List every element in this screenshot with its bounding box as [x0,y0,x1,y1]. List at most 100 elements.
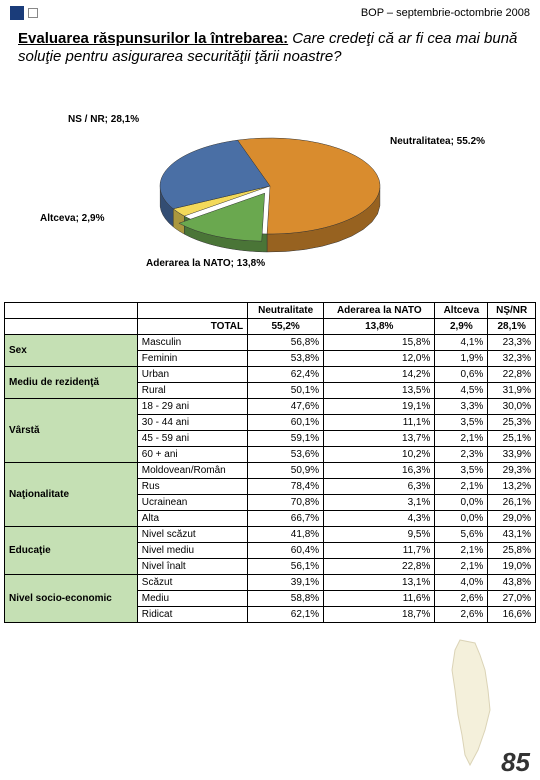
header: BOP – septembrie-octombrie 2008 [0,0,540,24]
category-cell: Naţionalitate [5,463,138,527]
row-label: Masculin [137,335,247,351]
col-nato: Aderarea la NATO [324,303,435,319]
value-cell: 53,8% [248,351,324,367]
value-cell: 2,1% [435,431,488,447]
value-cell: 23,3% [488,335,536,351]
header-square-light [28,8,38,18]
row-label: 45 - 59 ani [137,431,247,447]
moldova-map-icon [440,635,510,775]
value-cell: 66,7% [248,511,324,527]
value-cell: 53,6% [248,447,324,463]
value-cell: 15,8% [324,335,435,351]
value-cell: 11,7% [324,543,435,559]
value-cell: 3,5% [435,463,488,479]
row-label: Urban [137,367,247,383]
value-cell: 13,7% [324,431,435,447]
table-row: Vârstă18 - 29 ani47,6%19,1%3,3%30,0% [5,399,536,415]
value-cell: 16,6% [488,607,536,623]
value-cell: 4,5% [435,383,488,399]
value-cell: 43,1% [488,527,536,543]
title-lead: Evaluarea răspunsurilor la întrebarea: [18,30,288,47]
value-cell: 6,3% [324,479,435,495]
row-label: Feminin [137,351,247,367]
value-cell: 60,1% [248,415,324,431]
value-cell: 3,5% [435,415,488,431]
category-cell: Nivel socio-economic [5,575,138,623]
value-cell: 39,1% [248,575,324,591]
value-cell: 22,8% [488,367,536,383]
value-cell: 2,1% [435,559,488,575]
header-text: BOP – septembrie-octombrie 2008 [361,7,530,19]
value-cell: 26,1% [488,495,536,511]
total-v1: 55,2% [248,319,324,335]
row-label: 18 - 29 ani [137,399,247,415]
value-cell: 19,1% [324,399,435,415]
value-cell: 2,6% [435,591,488,607]
value-cell: 16,3% [324,463,435,479]
value-cell: 60,4% [248,543,324,559]
category-cell: Vârstă [5,399,138,463]
col-nsnr: NŞ/NR [488,303,536,319]
value-cell: 0,6% [435,367,488,383]
table-row: NaţionalitateMoldovean/Român50,9%16,3%3,… [5,463,536,479]
value-cell: 30,0% [488,399,536,415]
value-cell: 25,3% [488,415,536,431]
row-label: Ucrainean [137,495,247,511]
value-cell: 14,2% [324,367,435,383]
value-cell: 5,6% [435,527,488,543]
value-cell: 29,3% [488,463,536,479]
row-label: Moldovean/Român [137,463,247,479]
table-row: Nivel socio-economicScăzut39,1%13,1%4,0%… [5,575,536,591]
col-blank2 [137,303,247,319]
value-cell: 13,1% [324,575,435,591]
value-cell: 12,0% [324,351,435,367]
data-table: Neutralitate Aderarea la NATO Altceva NŞ… [4,302,536,623]
value-cell: 62,4% [248,367,324,383]
table-row: Mediu de rezidenţăUrban62,4%14,2%0,6%22,… [5,367,536,383]
value-cell: 2,3% [435,447,488,463]
value-cell: 47,6% [248,399,324,415]
value-cell: 27,0% [488,591,536,607]
row-label: Nivel mediu [137,543,247,559]
value-cell: 59,1% [248,431,324,447]
pie-label: Altceva; 2,9% [40,213,104,224]
value-cell: 62,1% [248,607,324,623]
value-cell: 33,9% [488,447,536,463]
value-cell: 25,8% [488,543,536,559]
total-label: TOTAL [137,319,247,335]
row-label: 60 + ani [137,447,247,463]
row-label: Rus [137,479,247,495]
value-cell: 70,8% [248,495,324,511]
value-cell: 25,1% [488,431,536,447]
value-cell: 31,9% [488,383,536,399]
col-altceva: Altceva [435,303,488,319]
total-v2: 13,8% [324,319,435,335]
value-cell: 56,1% [248,559,324,575]
value-cell: 43,8% [488,575,536,591]
value-cell: 9,5% [324,527,435,543]
value-cell: 19,0% [488,559,536,575]
category-cell: Educaţie [5,527,138,575]
value-cell: 50,1% [248,383,324,399]
total-v3: 2,9% [435,319,488,335]
col-neutralitate: Neutralitate [248,303,324,319]
value-cell: 32,3% [488,351,536,367]
value-cell: 4,0% [435,575,488,591]
value-cell: 2,6% [435,607,488,623]
table-row: SexMasculin56,8%15,8%4,1%23,3% [5,335,536,351]
row-label: Ridicat [137,607,247,623]
pie-svg [30,96,510,296]
pie-label: Neutralitatea; 55.2% [390,136,485,147]
row-label: Nivel înalt [137,559,247,575]
value-cell: 11,6% [324,591,435,607]
value-cell: 22,8% [324,559,435,575]
row-label: Alta [137,511,247,527]
value-cell: 0,0% [435,511,488,527]
value-cell: 10,2% [324,447,435,463]
value-cell: 50,9% [248,463,324,479]
header-square-dark [10,6,24,20]
row-label: Nivel scăzut [137,527,247,543]
value-cell: 13,2% [488,479,536,495]
value-cell: 4,1% [435,335,488,351]
pie-label: Aderarea la NATO; 13,8% [146,258,265,269]
